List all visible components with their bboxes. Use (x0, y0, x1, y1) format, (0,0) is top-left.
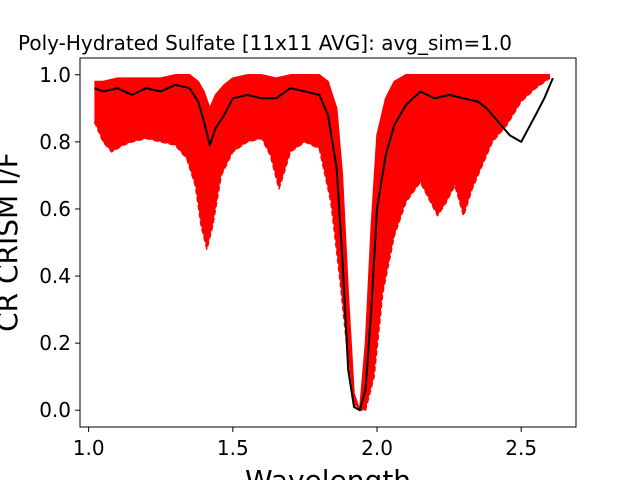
y-tick-label: 0.6 (39, 197, 71, 221)
plot-frame (79, 57, 577, 428)
y-tick-label: 1.0 (39, 63, 71, 87)
plot-area (93, 74, 554, 412)
y-tick-label: 0.2 (39, 331, 71, 355)
x-tick-label: 2.5 (505, 436, 537, 460)
spectra-band-fill (94, 74, 551, 411)
y-tick-label: 0.0 (39, 398, 71, 422)
y-axis: 0.0 0.2 0.4 0.6 0.8 1.0 (39, 63, 80, 422)
y-axis-label: CR CRISM I/F (0, 152, 24, 332)
x-axis-label: Wavelength (245, 464, 411, 480)
x-tick-label: 1.5 (217, 436, 249, 460)
y-tick-label: 0.8 (39, 130, 71, 154)
average-spectrum-line (94, 77, 554, 412)
chart-title: Poly-Hydrated Sulfate [11x11 AVG]: avg_s… (18, 31, 512, 55)
y-tick-label: 0.4 (39, 264, 71, 288)
x-tick-label: 2.0 (361, 436, 393, 460)
x-axis: 1.0 1.5 2.0 2.5 (73, 427, 537, 460)
x-tick-label: 1.0 (73, 436, 105, 460)
spectra-lower-dashed-line (93, 77, 551, 411)
spectra-upper-line (94, 74, 550, 411)
